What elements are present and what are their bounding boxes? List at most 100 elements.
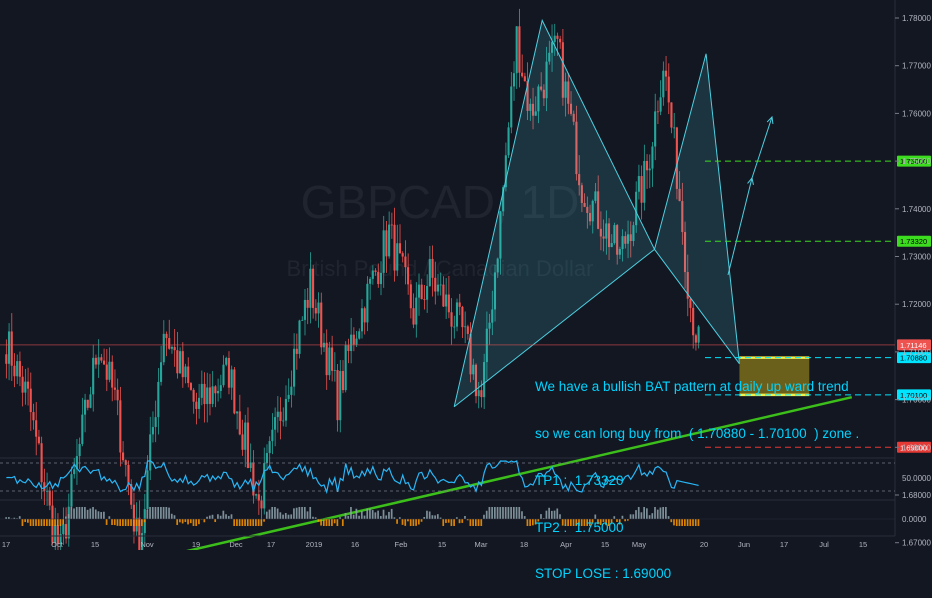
candle-body (602, 236, 605, 239)
candle-body (382, 230, 385, 273)
histogram-bar (388, 511, 390, 519)
histogram-bar (662, 507, 665, 519)
histogram-bar (637, 507, 640, 519)
candle-body (398, 243, 402, 254)
histogram-bar (92, 507, 94, 519)
histogram-bar (56, 519, 59, 526)
candle-body (127, 464, 130, 485)
candle-body (366, 283, 369, 323)
histogram-bar (360, 510, 363, 519)
histogram-bar (512, 507, 515, 519)
histogram-bar (32, 519, 35, 526)
histogram-bar (529, 519, 531, 526)
histogram-bar (575, 519, 578, 526)
histogram-bar (597, 519, 599, 525)
candle-body (290, 386, 293, 395)
candle-body (537, 86, 540, 112)
histogram-bar (350, 507, 352, 519)
candle-body (477, 390, 480, 397)
candle-body (488, 322, 491, 329)
pattern-xb-line (453, 248, 655, 408)
candle-body (377, 271, 380, 285)
candle-body (341, 370, 345, 391)
chart-watermark: GBPCAD, 1D British Pound / Canadian Doll… (287, 176, 594, 281)
histogram-bar (673, 519, 675, 526)
histogram-bar (78, 507, 81, 519)
time-tick-label: Dec (229, 540, 243, 549)
watermark-symbol: GBPCAD, 1D (301, 176, 580, 228)
candle-body (586, 206, 589, 213)
candle-body (556, 35, 559, 39)
candle-body (553, 35, 556, 43)
histogram-bar (521, 511, 523, 519)
histogram-bar (176, 519, 179, 525)
candle-body (629, 234, 632, 241)
candle-body (295, 348, 298, 354)
histogram-bar (244, 519, 246, 526)
candle-body (624, 236, 627, 244)
histogram-bar (328, 519, 331, 526)
candle-body (206, 387, 209, 405)
histogram-bar (621, 515, 624, 519)
candle-body (18, 361, 21, 377)
candle-body (195, 401, 198, 409)
price-chart[interactable]: GBPCAD, 1D British Pound / Canadian Doll… (0, 0, 932, 550)
histogram-bar (249, 519, 252, 526)
candle-body (59, 534, 62, 545)
candle-body (16, 361, 19, 377)
candle-body (282, 420, 285, 422)
price-axis[interactable]: 1.78000 1.77000 1.76000 1.75000 1.74000 1.730… (895, 14, 931, 550)
histogram-bar (407, 519, 409, 522)
candle-body (301, 319, 304, 321)
target-arrow-head (766, 115, 774, 125)
histogram-bar (62, 519, 65, 525)
histogram-bar (309, 507, 312, 519)
histogram-bar (496, 507, 499, 519)
candle-body (230, 369, 233, 388)
candle-body (431, 258, 434, 278)
histogram-bar (271, 507, 274, 519)
histogram-bar (366, 508, 369, 519)
histogram-bar (499, 507, 502, 519)
candle-body (518, 26, 521, 73)
candle-body (412, 308, 415, 325)
histogram-bar (507, 507, 510, 519)
candle-body (268, 441, 271, 454)
candle-body (189, 383, 192, 390)
candle-body (339, 370, 342, 421)
candle-body (130, 484, 133, 505)
candle-body (274, 417, 277, 430)
level-badge-label: 1.70880 (900, 354, 927, 363)
candle-body (43, 482, 46, 491)
time-axis[interactable]: 17 Oct 15 Nov 19 Dec 17 2019 16 Feb 15 Mar 18 Apr 15 Ma… (0, 535, 895, 549)
histogram-bar (651, 513, 654, 519)
histogram-bar (46, 519, 48, 526)
price-tick-label: 1.68000 (902, 491, 931, 500)
candle-body (249, 462, 252, 468)
candle-body (222, 364, 225, 386)
candle-body (645, 160, 649, 171)
candle-body (203, 383, 206, 405)
histogram-bar (385, 515, 388, 519)
candle-body (423, 299, 426, 300)
candle-body (13, 365, 16, 377)
histogram-bar (553, 510, 556, 519)
histogram-bar (556, 508, 559, 519)
candle-body (184, 366, 187, 378)
candle-body (331, 347, 334, 371)
time-tick-label: 20 (700, 540, 708, 549)
histogram-bar (548, 507, 550, 519)
histogram-bar (293, 508, 295, 519)
histogram-bar (306, 511, 309, 519)
histogram-bar (29, 519, 32, 526)
histogram-bar (189, 519, 192, 524)
level-badge-label: 1.75000 (900, 157, 927, 166)
candle-body (81, 414, 84, 444)
histogram-bar (43, 519, 46, 526)
candle-body (683, 232, 687, 273)
histogram-bar (537, 519, 540, 522)
histogram-bar (409, 519, 412, 526)
candle-body (89, 394, 92, 408)
histogram-bar (659, 507, 662, 519)
candle-body (692, 307, 695, 336)
